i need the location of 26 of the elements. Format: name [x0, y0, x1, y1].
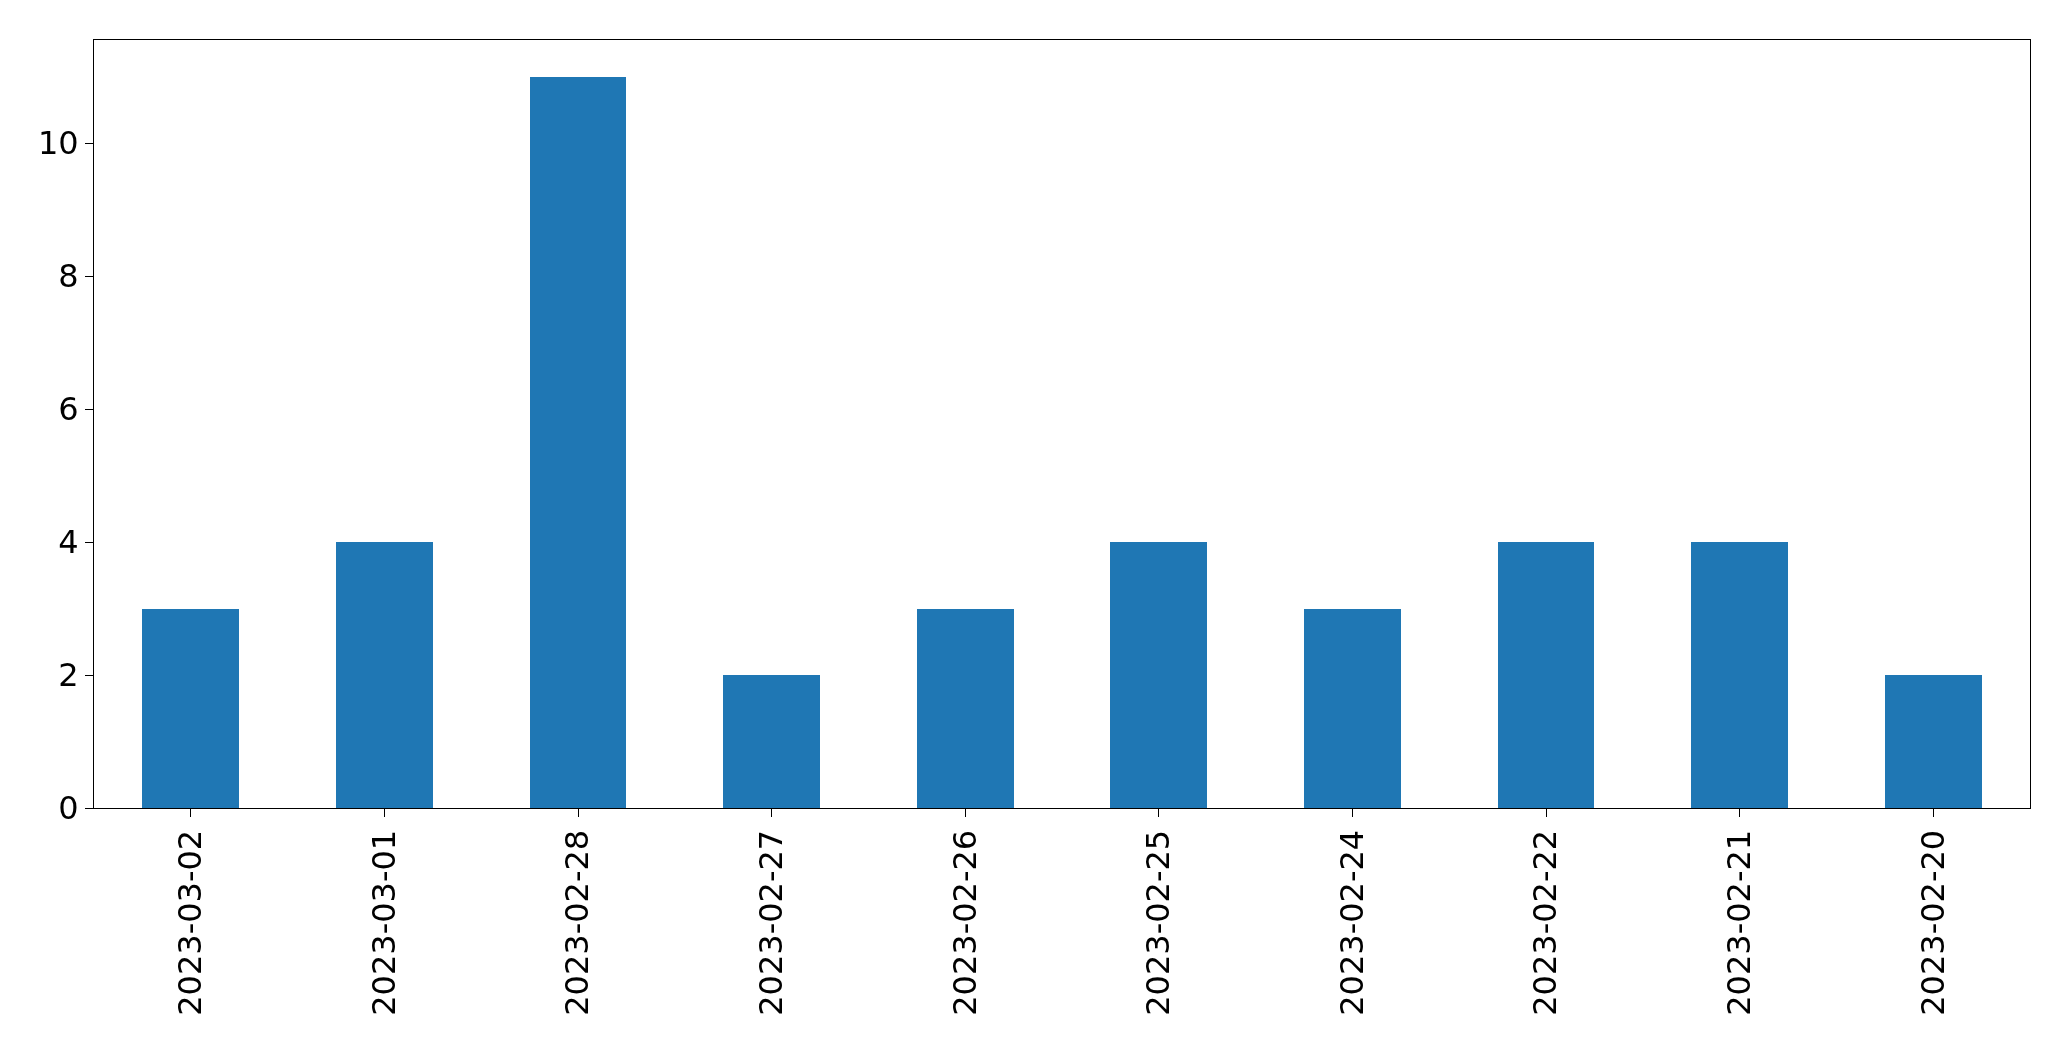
bar: [1498, 542, 1594, 808]
bar: [142, 609, 239, 808]
bar: [1304, 609, 1401, 808]
x-tick-label: 2023-02-24: [1332, 829, 1371, 1016]
x-tick-label: 2023-02-26: [945, 829, 984, 1016]
bar: [1110, 542, 1207, 808]
y-tick-label: 2: [58, 656, 79, 695]
bar: [917, 609, 1014, 808]
bar: [723, 675, 820, 808]
bar: [530, 77, 626, 808]
bar: [1691, 542, 1788, 808]
y-tick-label: 4: [58, 523, 79, 562]
x-tick-label: 2023-03-01: [364, 829, 403, 1016]
x-tick-label: 2023-02-22: [1526, 829, 1565, 1016]
x-tick-label: 2023-02-28: [558, 829, 597, 1016]
y-tick-label: 10: [37, 124, 79, 163]
y-tick-label: 6: [58, 390, 79, 429]
x-tick-label: 2023-02-27: [752, 829, 790, 1016]
x-tick-label: 2023-03-02: [171, 829, 210, 1016]
bar: [1885, 675, 1982, 808]
x-tick-label: 2023-02-25: [1139, 829, 1178, 1016]
x-tick-label: 2023-02-21: [1720, 829, 1758, 1016]
bar: [336, 542, 433, 808]
y-tick-label: 8: [58, 257, 79, 296]
x-tick-label: 2023-02-20: [1913, 829, 1952, 1016]
y-tick-label: 0: [58, 789, 79, 828]
